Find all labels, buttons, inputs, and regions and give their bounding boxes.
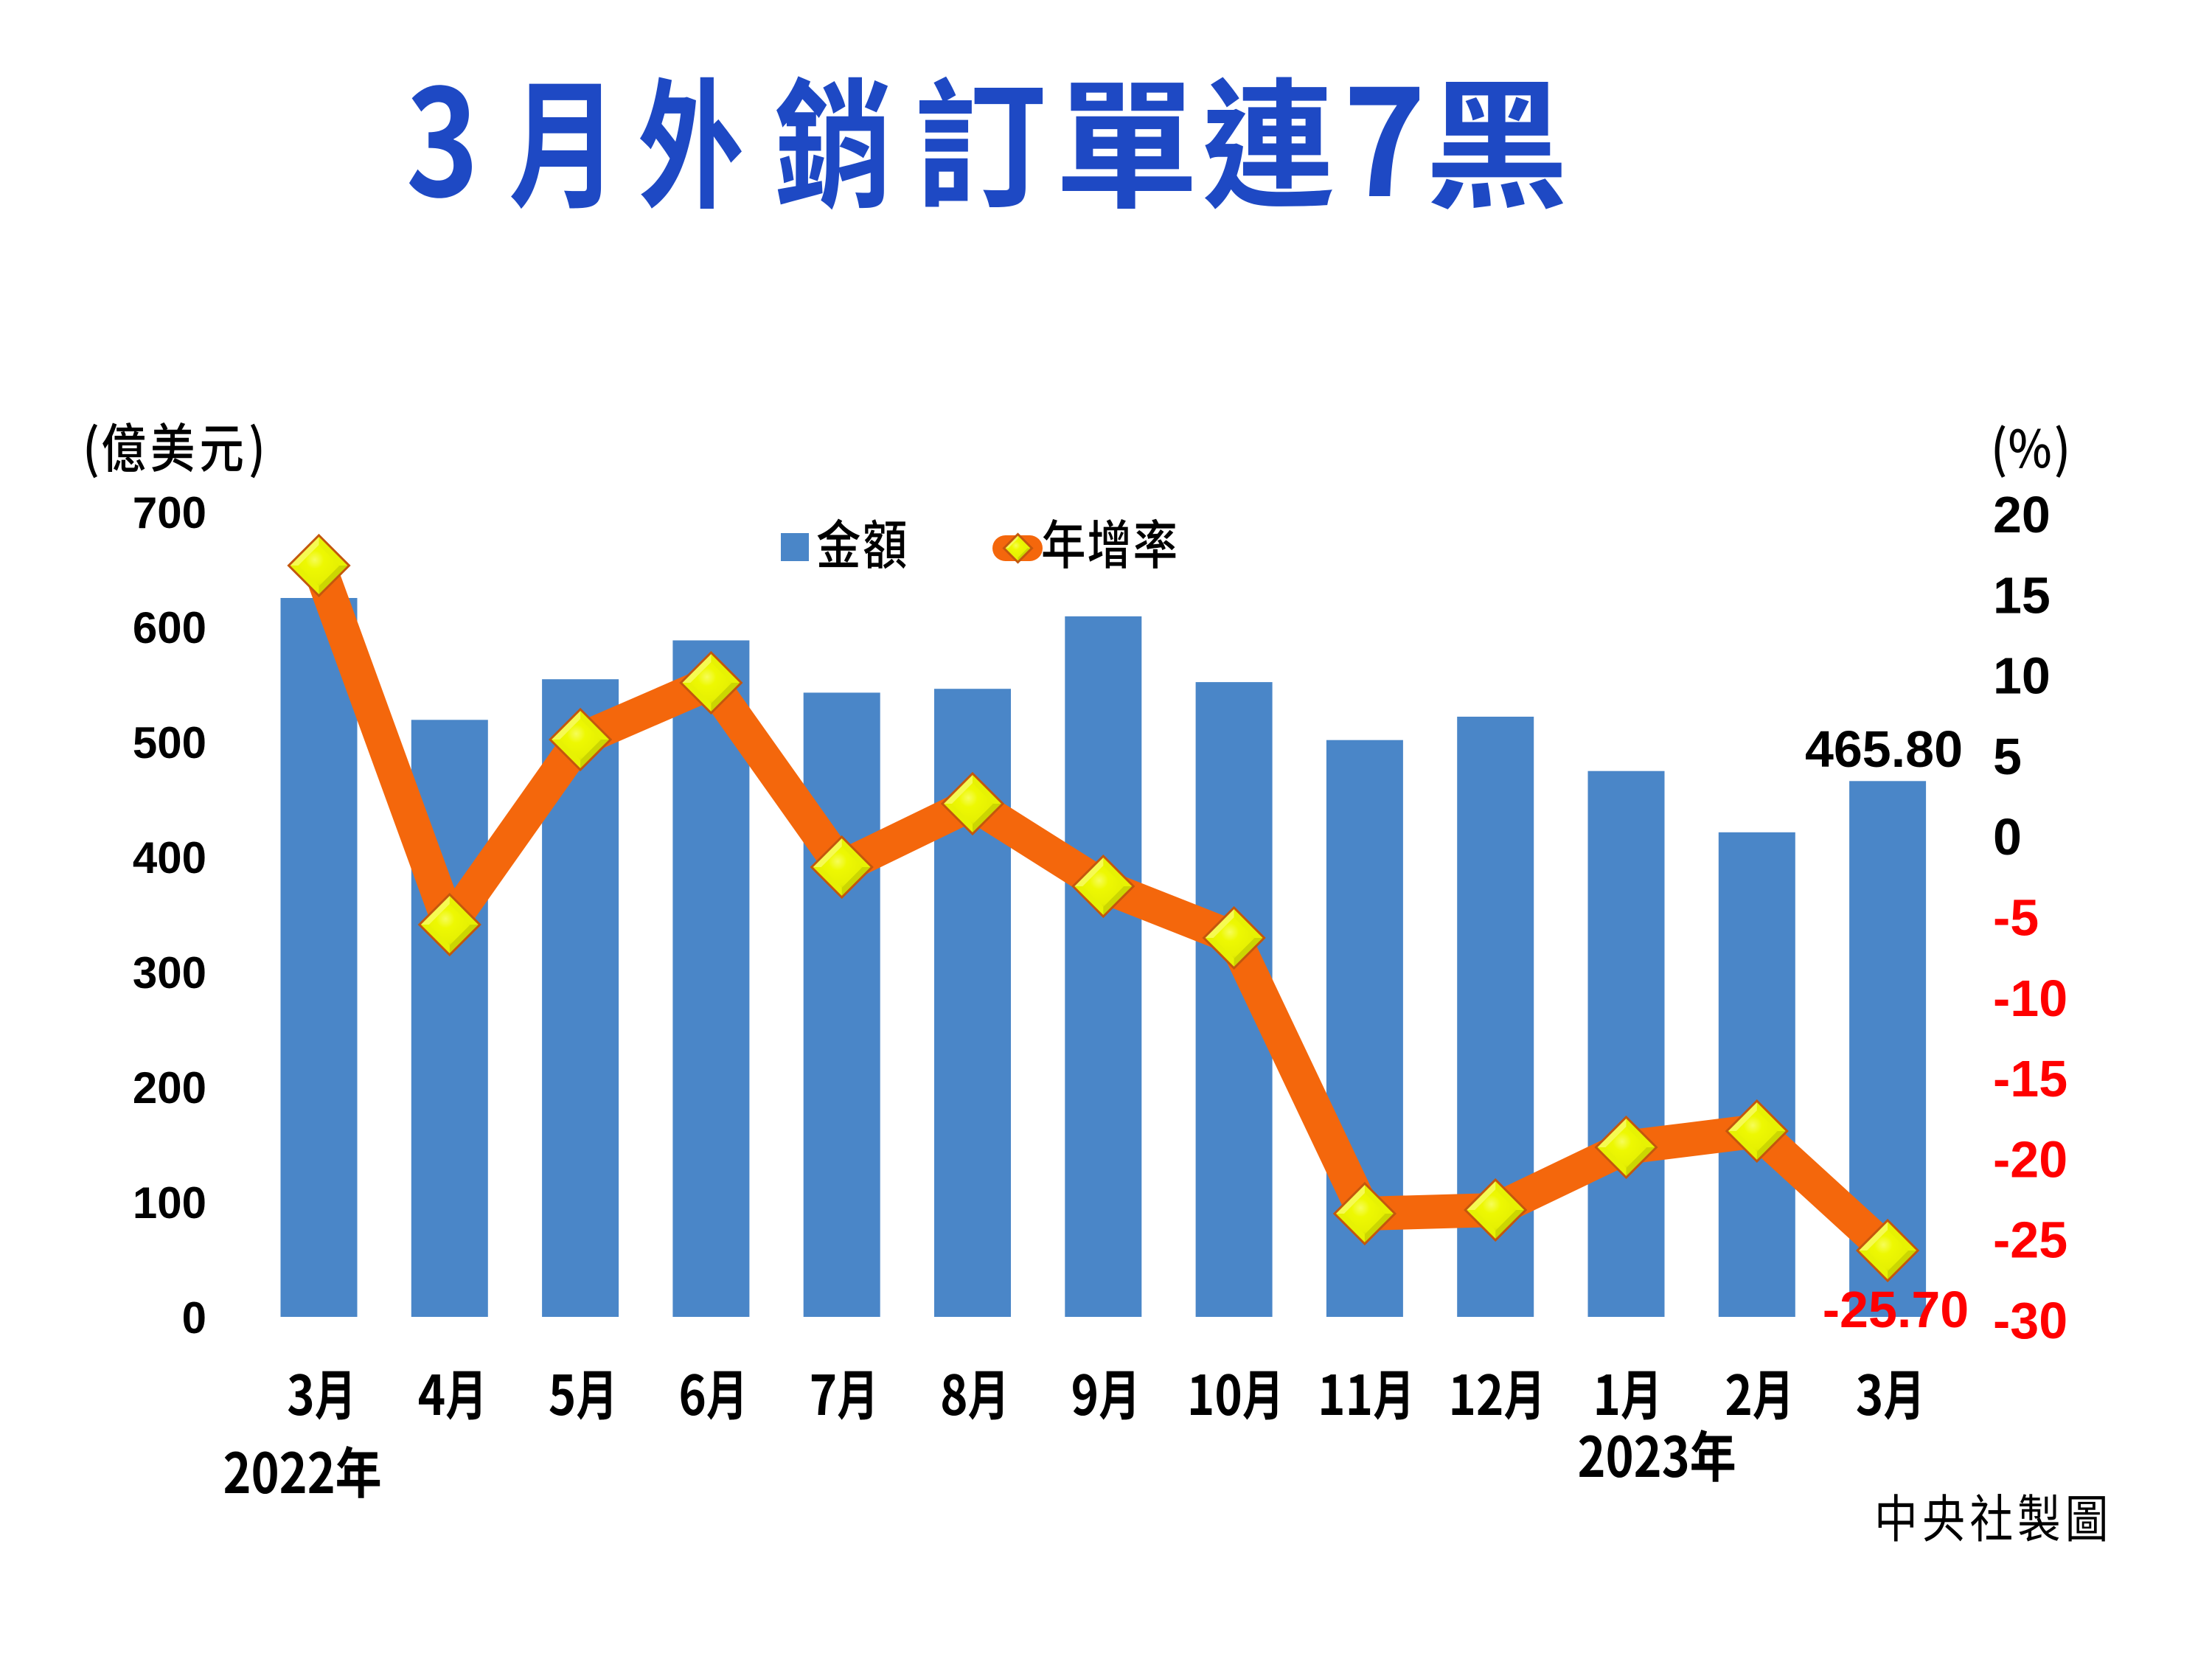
svg-text:0: 0: [1993, 808, 2022, 866]
svg-text:15: 15: [1993, 566, 2051, 624]
svg-text:-25: -25: [1993, 1211, 2067, 1269]
svg-text:20: 20: [1993, 486, 2051, 543]
svg-text:400: 400: [133, 833, 206, 883]
svg-text:5: 5: [1993, 728, 2022, 785]
svg-text:500: 500: [133, 718, 206, 768]
svg-text:-30: -30: [1993, 1292, 2067, 1349]
svg-text:300: 300: [133, 948, 206, 998]
svg-text:-10: -10: [1993, 970, 2067, 1027]
svg-text:600: 600: [133, 603, 206, 653]
svg-text:10: 10: [1993, 647, 2051, 705]
svg-text:-15: -15: [1993, 1050, 2067, 1107]
svg-text:100: 100: [133, 1178, 206, 1228]
svg-text:0: 0: [182, 1293, 206, 1343]
svg-text:465.80: 465.80: [1805, 720, 1963, 778]
svg-text:-20: -20: [1993, 1130, 2067, 1188]
svg-text:-5: -5: [1993, 889, 2039, 947]
svg-text:200: 200: [133, 1063, 206, 1113]
svg-text:-25.70: -25.70: [1823, 1281, 1969, 1338]
svg-text:700: 700: [133, 488, 206, 538]
